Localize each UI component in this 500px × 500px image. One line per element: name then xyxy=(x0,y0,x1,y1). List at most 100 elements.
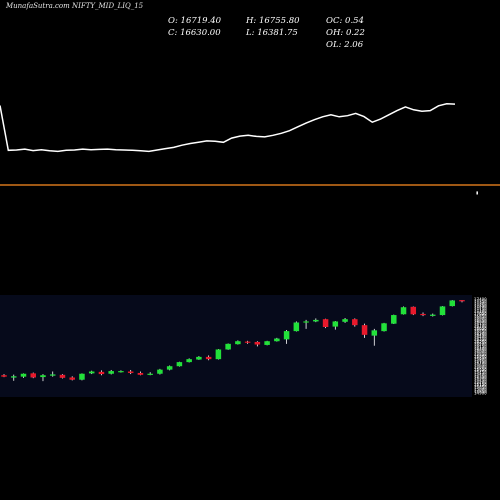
candle-up xyxy=(186,359,192,363)
price-axis: 1490014950150001505015100151501520015250… xyxy=(474,297,487,395)
panel-marker: ▮ xyxy=(476,190,478,195)
price-tick-label: 15300 xyxy=(474,376,487,381)
oc-value: OC: 0.54 xyxy=(326,16,364,26)
candle-up xyxy=(235,341,241,345)
price-tick-label: 15100 xyxy=(474,383,487,388)
price-tick-label: 15800 xyxy=(474,357,487,362)
low-value: L: 16381.75 xyxy=(246,28,298,38)
candle-down xyxy=(59,374,66,378)
candle-down xyxy=(98,371,105,375)
candle-up xyxy=(274,338,280,342)
price-tick-label: 16850 xyxy=(474,318,487,323)
price-tick-label: 16400 xyxy=(474,335,487,340)
price-tick-label: 15600 xyxy=(474,364,487,369)
price-tick-label: 16350 xyxy=(474,336,487,341)
candle-down xyxy=(254,341,261,345)
price-tick-label: 16150 xyxy=(474,344,487,349)
price-tick-label: 15750 xyxy=(474,359,487,364)
candle-up xyxy=(147,373,153,375)
candle-down xyxy=(30,373,36,378)
price-tick-label: 15050 xyxy=(474,385,487,390)
close-value: C: 16630.00 xyxy=(168,28,221,38)
price-tick-label: 15250 xyxy=(474,378,487,383)
price-tick-label: 15950 xyxy=(474,351,487,356)
price-tick-label: 15700 xyxy=(474,361,487,366)
price-tick-label: 15350 xyxy=(474,374,487,379)
oh-value: OH: 0.22 xyxy=(326,28,365,38)
price-tick-label: 16750 xyxy=(474,322,487,327)
price-tick-label: 15650 xyxy=(474,363,487,368)
candlestick-series xyxy=(1,300,465,382)
candle-up xyxy=(371,330,378,336)
candle-up xyxy=(88,371,95,374)
candle-up xyxy=(157,369,163,374)
candle-down xyxy=(127,371,134,373)
price-tick-label: 16550 xyxy=(474,329,487,334)
price-tick-label: 15150 xyxy=(474,381,487,386)
price-tick-label: 16500 xyxy=(474,331,487,336)
symbol-label: MunafaSutra.com NIFTY_MID_LIQ_15 xyxy=(6,2,144,10)
candle-up xyxy=(449,300,456,307)
high-value: H: 16755.80 xyxy=(246,16,300,26)
candle-grid xyxy=(0,295,472,397)
candle-up xyxy=(264,341,270,345)
candle-up xyxy=(303,321,309,323)
price-tick-label: 16600 xyxy=(474,327,487,332)
candle-down xyxy=(69,377,75,380)
price-tick-label: 16800 xyxy=(474,320,487,325)
price-tick-label: 15400 xyxy=(474,372,487,377)
candle-up xyxy=(196,356,202,360)
candle-up xyxy=(215,349,222,360)
candle-down xyxy=(1,375,7,377)
candle-down xyxy=(244,341,251,343)
candle-up xyxy=(391,315,397,324)
price-tick-label: 17250 xyxy=(474,303,487,308)
ol-value: OL: 2.06 xyxy=(326,40,364,50)
candle-up xyxy=(40,375,46,378)
candle-up xyxy=(332,321,339,327)
price-line-series xyxy=(0,103,456,153)
candle-down xyxy=(205,356,212,360)
price-tick-label: 16000 xyxy=(474,350,487,355)
candle-up xyxy=(439,306,446,316)
price-tick-label: 15200 xyxy=(474,379,487,384)
price-tick-label: 16950 xyxy=(474,314,487,319)
price-tick-label: 17150 xyxy=(474,307,487,312)
candle-down xyxy=(361,325,368,335)
candle-up xyxy=(10,376,17,378)
candle-up xyxy=(293,322,300,332)
price-tick-label: 15900 xyxy=(474,353,487,358)
open-value: O: 16719.40 xyxy=(168,16,222,26)
price-tick-label: 16050 xyxy=(474,348,487,353)
price-tick-label: 17000 xyxy=(474,312,487,317)
candle-down xyxy=(137,372,144,375)
price-tick-label: 15850 xyxy=(474,355,487,360)
candle-up xyxy=(176,362,183,367)
price-tick-label: 17350 xyxy=(474,299,487,304)
price-tick-label: 17400 xyxy=(474,297,487,302)
price-tick-label: 17100 xyxy=(474,308,487,313)
candle-up xyxy=(49,374,56,376)
price-tick-label: 15550 xyxy=(474,366,487,371)
price-tick-label: 17200 xyxy=(474,305,487,310)
candle-up xyxy=(381,323,387,332)
price-tick-label: 16900 xyxy=(474,316,487,321)
candle-up xyxy=(313,319,319,322)
candle-up xyxy=(225,343,231,350)
price-tick-label: 16200 xyxy=(474,342,487,347)
candle-down xyxy=(459,300,465,302)
price-tick-label: 16300 xyxy=(474,338,487,343)
price-tick-label: 16450 xyxy=(474,333,487,338)
price-tick-label: 17300 xyxy=(474,301,487,306)
price-tick-label: 16700 xyxy=(474,323,487,328)
price-tick-label: 14950 xyxy=(474,389,487,394)
candle-up xyxy=(400,307,407,315)
price-tick-label: 16100 xyxy=(474,346,487,351)
price-tick-label: 17050 xyxy=(474,310,487,315)
candle-up xyxy=(166,366,173,370)
candle-down xyxy=(322,319,329,328)
candle-up xyxy=(108,371,114,374)
candle-up xyxy=(430,314,436,316)
candle-up xyxy=(342,319,348,322)
